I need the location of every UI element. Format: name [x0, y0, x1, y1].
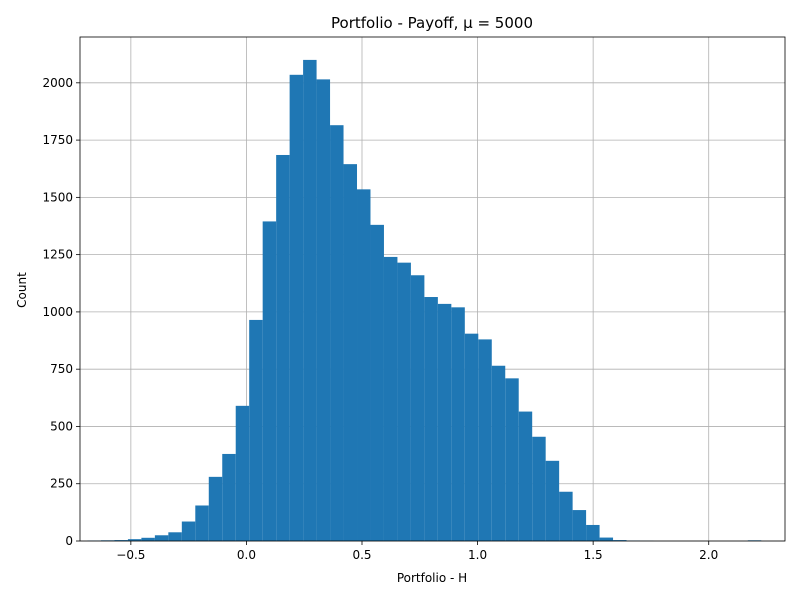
chart-title: Portfolio - Payoff, μ = 5000 [331, 14, 533, 32]
histogram-bar [599, 537, 614, 541]
histogram-bar [168, 532, 182, 541]
histogram-bar [127, 539, 142, 541]
histogram-bar [532, 436, 546, 541]
histogram-bar [249, 319, 263, 541]
histogram-bar [154, 535, 169, 541]
histogram-bar [559, 491, 573, 541]
x-tick-label: 0.5 [352, 548, 371, 562]
x-tick-label: 1.0 [468, 548, 487, 562]
histogram-bar [491, 365, 506, 541]
histogram-bar [451, 307, 465, 541]
histogram-bar [464, 333, 479, 541]
histogram-bar [343, 164, 358, 542]
histogram-bar [330, 125, 344, 541]
x-tick-label: 1.5 [584, 548, 603, 562]
histogram-bar [316, 79, 331, 541]
histogram-bar [289, 74, 304, 542]
x-tick-label: 2.0 [699, 548, 718, 562]
histogram-bar [518, 411, 533, 541]
axes-layer: −0.5 0.0 0.5 1.0 1.5 2.0 0 250 500 750 1000 1250 150… [42, 36, 786, 562]
histogram-bar [208, 476, 223, 541]
histogram-bar [276, 154, 290, 541]
histogram-bar [397, 262, 411, 541]
y-tick-label: 500 [50, 419, 73, 433]
histogram-bar [437, 303, 452, 541]
histogram-bar [613, 540, 627, 541]
y-tick-label: 250 [50, 477, 73, 491]
histogram-bar [195, 505, 209, 541]
histogram-bar [505, 378, 519, 541]
histogram-bar [545, 460, 560, 541]
plot-frame [79, 36, 786, 542]
histogram-bar [410, 275, 425, 541]
y-tick-label: 1000 [42, 305, 73, 319]
histogram-bar [114, 540, 128, 541]
histogram-bar [383, 256, 398, 541]
y-axis-title: Count [15, 272, 29, 308]
histogram-bar [222, 453, 236, 541]
histogram-bar [262, 221, 277, 541]
histogram-bar [303, 59, 317, 542]
y-tick-label: 1750 [42, 133, 73, 147]
histogram-bar [572, 510, 587, 541]
y-tick-label: 0 [65, 534, 73, 548]
x-tick-label: −0.5 [116, 548, 145, 562]
histogram-bar [424, 297, 438, 541]
x-tick-label: 0.0 [237, 548, 256, 562]
histogram-bar [235, 405, 250, 541]
histogram-bar [181, 521, 196, 541]
y-tick-label: 1250 [42, 248, 73, 262]
histogram-bar [141, 537, 155, 541]
y-tick-label: 2000 [42, 76, 73, 90]
y-tick-label: 750 [50, 362, 73, 376]
histogram-bar [370, 224, 384, 541]
histogram-bar [478, 339, 492, 541]
histogram-bar [357, 189, 371, 541]
y-tick-label: 1500 [42, 190, 73, 204]
x-axis-title: Portfolio - H [397, 571, 467, 585]
histogram-bar [586, 524, 600, 541]
bars-layer [87, 59, 762, 542]
